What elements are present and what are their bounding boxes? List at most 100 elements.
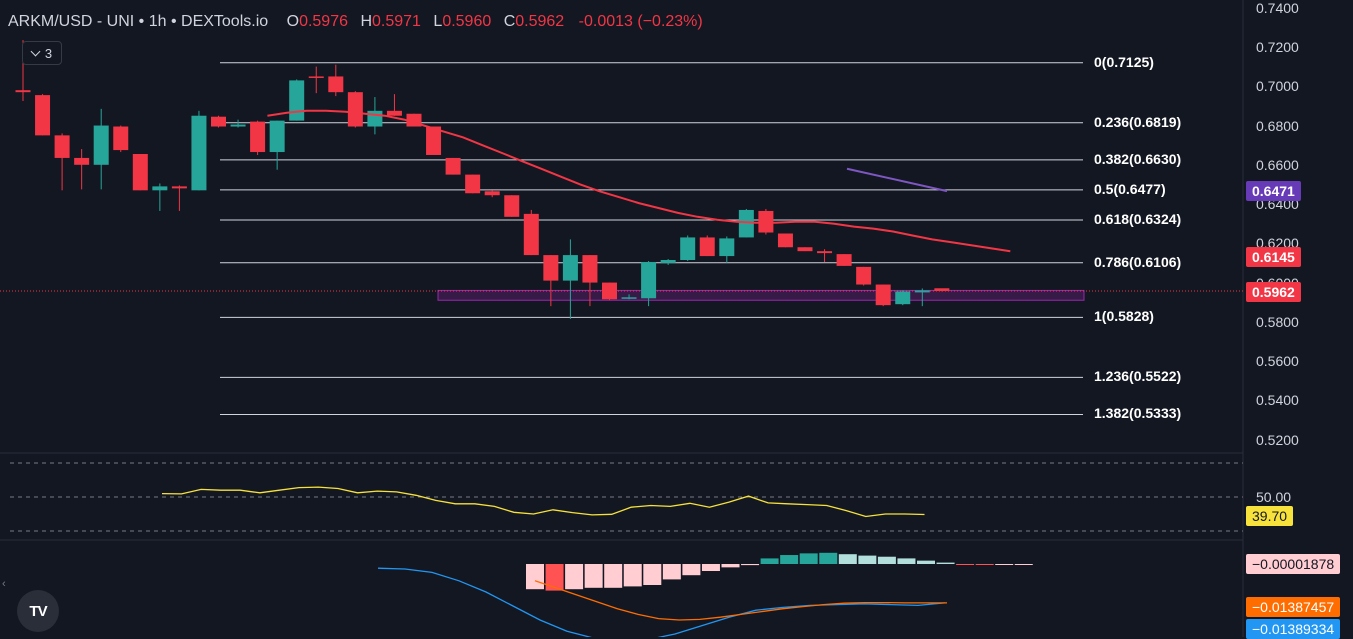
macd-line-badge: −0.01389334 [1246,619,1341,639]
rsi-badge: 39.70 [1246,506,1294,526]
candle-down [484,191,500,196]
ma-badge: 0.6145 [1246,247,1301,267]
candle-down [386,110,402,116]
macd-histogram-bar [545,564,564,591]
candle-up [191,115,207,191]
macd-histogram-bar [662,564,681,580]
candle-up [914,290,930,293]
candle-up [152,186,168,191]
candle-down [211,116,226,127]
open-value: 0.5976 [299,13,348,30]
candle-down [602,282,617,300]
macd-histogram-bar [1014,564,1033,565]
candle-down [113,126,129,151]
fib-level-label: 0.236(0.6819) [1094,113,1182,130]
candle-up [641,261,657,299]
fib-level-label: 0.382(0.6630) [1094,150,1182,167]
price-tick-label: 0.6600 [1256,156,1299,173]
macd-histogram-bar [682,564,701,576]
price-tick-label: 0.7400 [1256,0,1299,16]
macd-histogram-bar [760,558,779,564]
candle-down [856,266,872,285]
trend-line [846,167,948,193]
candle-down [934,288,950,292]
high-label: H [360,13,373,30]
macd-signal-badge: −0.01387457 [1246,597,1341,617]
candle-down [582,255,598,283]
candle-down [308,76,324,78]
macd-signal-line [534,580,947,621]
chevron-left-icon[interactable]: ‹ [2,578,6,590]
candle-down [54,135,70,158]
macd-hist-badge: −0.00001878 [1246,554,1341,574]
fib-level-label: 0.5(0.6477) [1094,180,1166,197]
candle-down [465,174,481,194]
macd-histogram-bar [643,564,662,585]
price-tick-label: 0.6800 [1256,117,1299,134]
close-label: C [503,13,516,30]
macd-histogram-bar [526,564,544,590]
candle-down [777,233,793,248]
candle-down [836,254,852,266]
fib-level-label: 1(0.5828) [1094,308,1154,325]
candle-up [738,209,754,238]
candle-down [328,76,344,93]
fib-level-label: 1.236(0.5522) [1094,368,1182,385]
rsi-level-label: 50.00 [1256,489,1292,505]
macd-histogram-bar [995,564,1014,565]
support-zone [437,289,1085,301]
price-tick-label: 0.7000 [1256,78,1299,95]
moving-average-line [267,109,1011,253]
rsi-line [161,486,925,518]
candle-down [504,195,520,217]
symbol-title: ARKM/USD - UNI • 1h • DEXTools.io [8,13,269,30]
purple-line-badge: 0.6471 [1246,181,1301,201]
price-tick-label: 0.5600 [1256,353,1299,370]
candle-down [523,213,539,256]
fib-level-label: 0(0.7125) [1094,53,1154,70]
indicator-count: 3 [44,45,53,61]
macd-histogram-bar [604,564,623,588]
candle-down [797,247,813,252]
macd-histogram-bar [701,564,720,571]
candle-down [132,154,148,191]
price-tick-label: 0.5400 [1256,392,1299,409]
macd-histogram-bar [975,564,994,565]
macd-histogram-bar [623,564,642,587]
candle-down [699,237,715,257]
low-value: 0.5960 [442,13,492,30]
macd-histogram-bar [858,555,877,564]
tradingview-logo[interactable]: TV [17,590,59,632]
high-value: 0.5971 [372,13,421,30]
macd-histogram-bar [936,562,955,564]
candle-down [445,157,461,175]
indicators-collapse-button[interactable]: 3 [22,41,62,65]
low-label: L [433,13,443,30]
fib-level-label: 1.382(0.5333) [1094,405,1182,422]
candle-down [74,157,90,165]
candle-down [875,284,891,306]
candle-up [230,124,246,127]
candle-up [621,297,637,299]
macd-histogram-bar [877,556,896,564]
candle-up [680,237,696,261]
candle-down [817,251,833,254]
macd-histogram-bar [799,553,818,564]
price-tick-label: 0.7200 [1256,39,1299,55]
candle-down [15,90,31,93]
candle-up [895,291,911,305]
candle-up [719,238,735,257]
macd-histogram-bar [838,554,857,564]
candle-down [426,126,442,155]
macd-histogram-bar [565,564,584,590]
candle-up [269,120,285,153]
macd-histogram-bar [917,560,935,564]
price-tick-label: 0.5800 [1256,313,1299,330]
close-value: 0.5962 [515,13,565,30]
candle-down [171,186,187,189]
change-value: -0.0013 (−0.23%) [578,13,703,30]
macd-histogram-bar [584,564,603,588]
macd-histogram-bar [780,555,799,564]
candle-down [250,121,266,153]
